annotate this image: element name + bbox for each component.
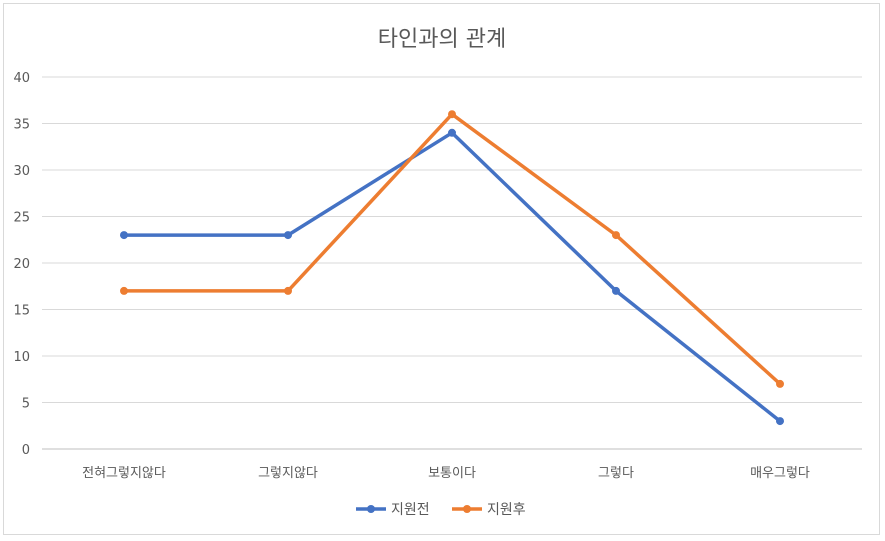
data-point <box>120 231 128 240</box>
series-2 <box>120 110 784 388</box>
data-point <box>284 231 292 240</box>
series-group <box>120 110 784 426</box>
x-tick-label: 보통이다 <box>428 466 476 481</box>
legend-item: 지원후 <box>452 502 526 518</box>
x-tick-label: 전혀그렇지않다 <box>82 466 166 481</box>
data-point <box>448 110 456 119</box>
legend: 지원전 지원후 <box>356 502 526 518</box>
data-point <box>284 286 292 295</box>
data-point <box>612 231 620 240</box>
data-point <box>612 286 620 295</box>
y-tick-label: 10 <box>13 350 30 365</box>
legend-label: 지원후 <box>487 502 526 518</box>
y-tick-label: 35 <box>13 118 30 133</box>
gridlines <box>42 76 862 450</box>
series-1 <box>120 128 784 426</box>
chart-title: 타인과의 관계 <box>378 27 506 52</box>
y-axis-ticks: 0 5 10 15 20 25 30 35 40 <box>13 71 30 458</box>
legend-swatch-marker <box>367 505 375 513</box>
x-tick-label: 그렇다 <box>598 466 634 481</box>
y-tick-label: 15 <box>13 304 30 319</box>
data-point <box>448 128 456 137</box>
legend-item: 지원전 <box>356 502 430 518</box>
data-point <box>120 286 128 295</box>
x-tick-label: 매우그렇다 <box>750 466 810 481</box>
chart-frame <box>3 3 880 535</box>
y-tick-label: 40 <box>13 71 30 86</box>
data-point <box>776 379 784 388</box>
legend-label: 지원전 <box>391 502 430 518</box>
y-tick-label: 25 <box>13 211 30 226</box>
y-tick-label: 30 <box>13 164 30 179</box>
x-tick-label: 그렇지않다 <box>258 466 318 481</box>
legend-swatch-marker <box>463 505 471 513</box>
y-tick-label: 20 <box>13 257 30 272</box>
y-tick-label: 0 <box>22 443 30 458</box>
data-point <box>776 417 784 426</box>
x-axis-ticks: 전혀그렇지않다 그렇지않다 보통이다 그렇다 매우그렇다 <box>82 466 810 481</box>
y-tick-label: 5 <box>22 397 30 412</box>
series-line <box>122 131 782 423</box>
